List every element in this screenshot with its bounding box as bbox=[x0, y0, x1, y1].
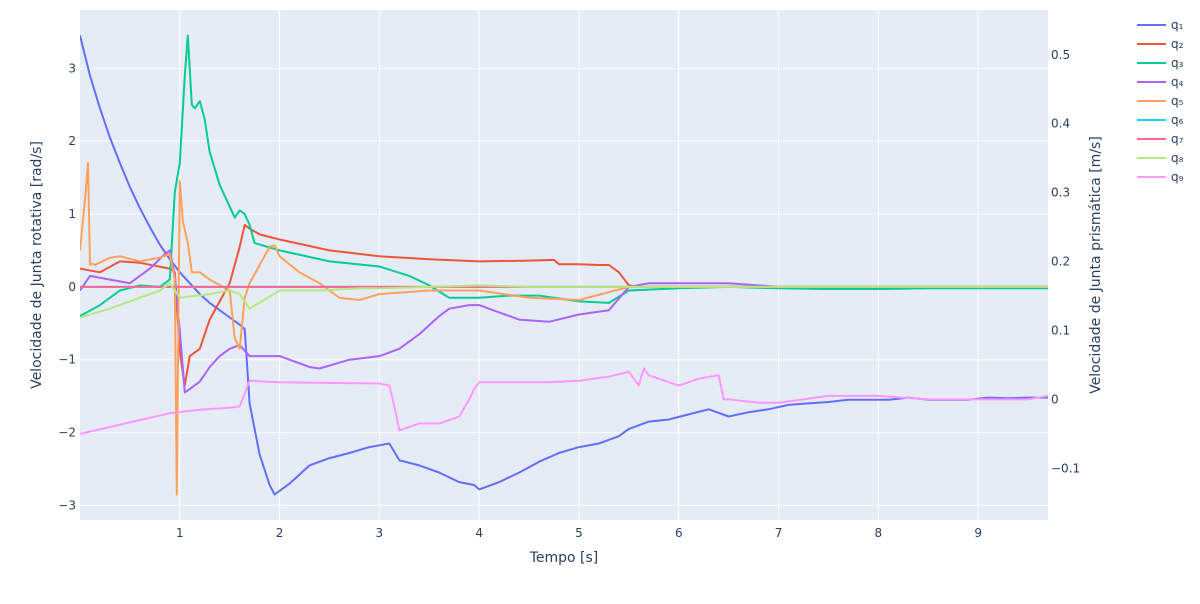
legend-item-q5[interactable]: q₅ bbox=[1137, 94, 1184, 108]
legend-item-q7[interactable]: q₇ bbox=[1137, 132, 1184, 146]
legend-item-q9[interactable]: q₉ bbox=[1137, 170, 1184, 184]
x-axis-label: Tempo [s] bbox=[529, 550, 599, 566]
legend-label: q₅ bbox=[1171, 94, 1184, 108]
x-tick-label: 7 bbox=[775, 526, 783, 540]
y-right-tick-label: 0.5 bbox=[1051, 48, 1070, 62]
legend-label: q₁ bbox=[1171, 18, 1184, 32]
legend-item-q4[interactable]: q₄ bbox=[1137, 75, 1184, 89]
y-left-tick-label: −1 bbox=[58, 353, 76, 367]
y-left-tick-label: 0 bbox=[68, 280, 76, 294]
y-right-tick-label: 0.1 bbox=[1051, 323, 1070, 337]
x-tick-label: 1 bbox=[176, 526, 184, 540]
x-tick-label: 8 bbox=[875, 526, 883, 540]
legend-item-q1[interactable]: q₁ bbox=[1137, 18, 1184, 32]
legend-label: q₄ bbox=[1171, 75, 1184, 89]
x-tick-label: 3 bbox=[376, 526, 384, 540]
legend-item-q6[interactable]: q₆ bbox=[1137, 113, 1184, 127]
y-left-tick-label: −2 bbox=[58, 426, 76, 440]
series-lines bbox=[80, 34, 1048, 496]
gridlines bbox=[80, 10, 1048, 520]
legend-item-q8[interactable]: q₈ bbox=[1137, 151, 1184, 165]
x-tick-label: 2 bbox=[276, 526, 284, 540]
series-line-q8 bbox=[80, 282, 1048, 319]
legend-label: q₆ bbox=[1171, 113, 1184, 127]
legend-item-q3[interactable]: q₃ bbox=[1137, 56, 1184, 70]
series-line-q9 bbox=[80, 367, 1048, 435]
y-right-tick-label: 0.3 bbox=[1051, 186, 1070, 200]
legend-item-q2[interactable]: q₂ bbox=[1137, 37, 1184, 51]
y-right-tick-label: −0.1 bbox=[1051, 461, 1080, 475]
legend[interactable]: q₁ q₂ q₃ q₄ q₅ q₆ q₇ q₈ q₉ bbox=[1137, 18, 1184, 184]
y-axis-right-label: Velocidade de Junta prismática [m/s] bbox=[1088, 136, 1104, 394]
legend-label: q₂ bbox=[1171, 37, 1184, 51]
y-axis-left-label: Velocidade de Junta rotativa [rad/s] bbox=[29, 141, 45, 389]
x-tick-label: 9 bbox=[974, 526, 982, 540]
y-left-tick-label: −3 bbox=[58, 498, 76, 512]
y-left-tick-label: 3 bbox=[68, 61, 76, 75]
x-tick-label: 6 bbox=[675, 526, 683, 540]
y-right-tick-label: 0.2 bbox=[1051, 255, 1070, 269]
legend-label: q₉ bbox=[1171, 170, 1184, 184]
y-right-tick-label: 0.4 bbox=[1051, 117, 1070, 131]
y-right-tick-labels: −0.1 0 0.1 0.2 0.3 0.4 0.5 bbox=[1051, 48, 1080, 476]
y-left-tick-label: 1 bbox=[68, 207, 76, 221]
series-line-q5 bbox=[80, 162, 1048, 496]
series-line-q1 bbox=[80, 35, 1048, 496]
y-left-tick-label: 2 bbox=[68, 134, 76, 148]
x-tick-label: 4 bbox=[475, 526, 483, 540]
y-right-tick-label: 0 bbox=[1051, 392, 1059, 406]
x-tick-label: 5 bbox=[575, 526, 583, 540]
legend-label: q₃ bbox=[1171, 56, 1184, 70]
x-tick-labels: 1 2 3 4 5 6 7 8 9 bbox=[176, 526, 982, 540]
legend-label: q₈ bbox=[1171, 151, 1184, 165]
y-left-tick-labels: −3 −2 −1 0 1 2 3 bbox=[58, 61, 76, 512]
legend-label: q₇ bbox=[1171, 132, 1184, 146]
